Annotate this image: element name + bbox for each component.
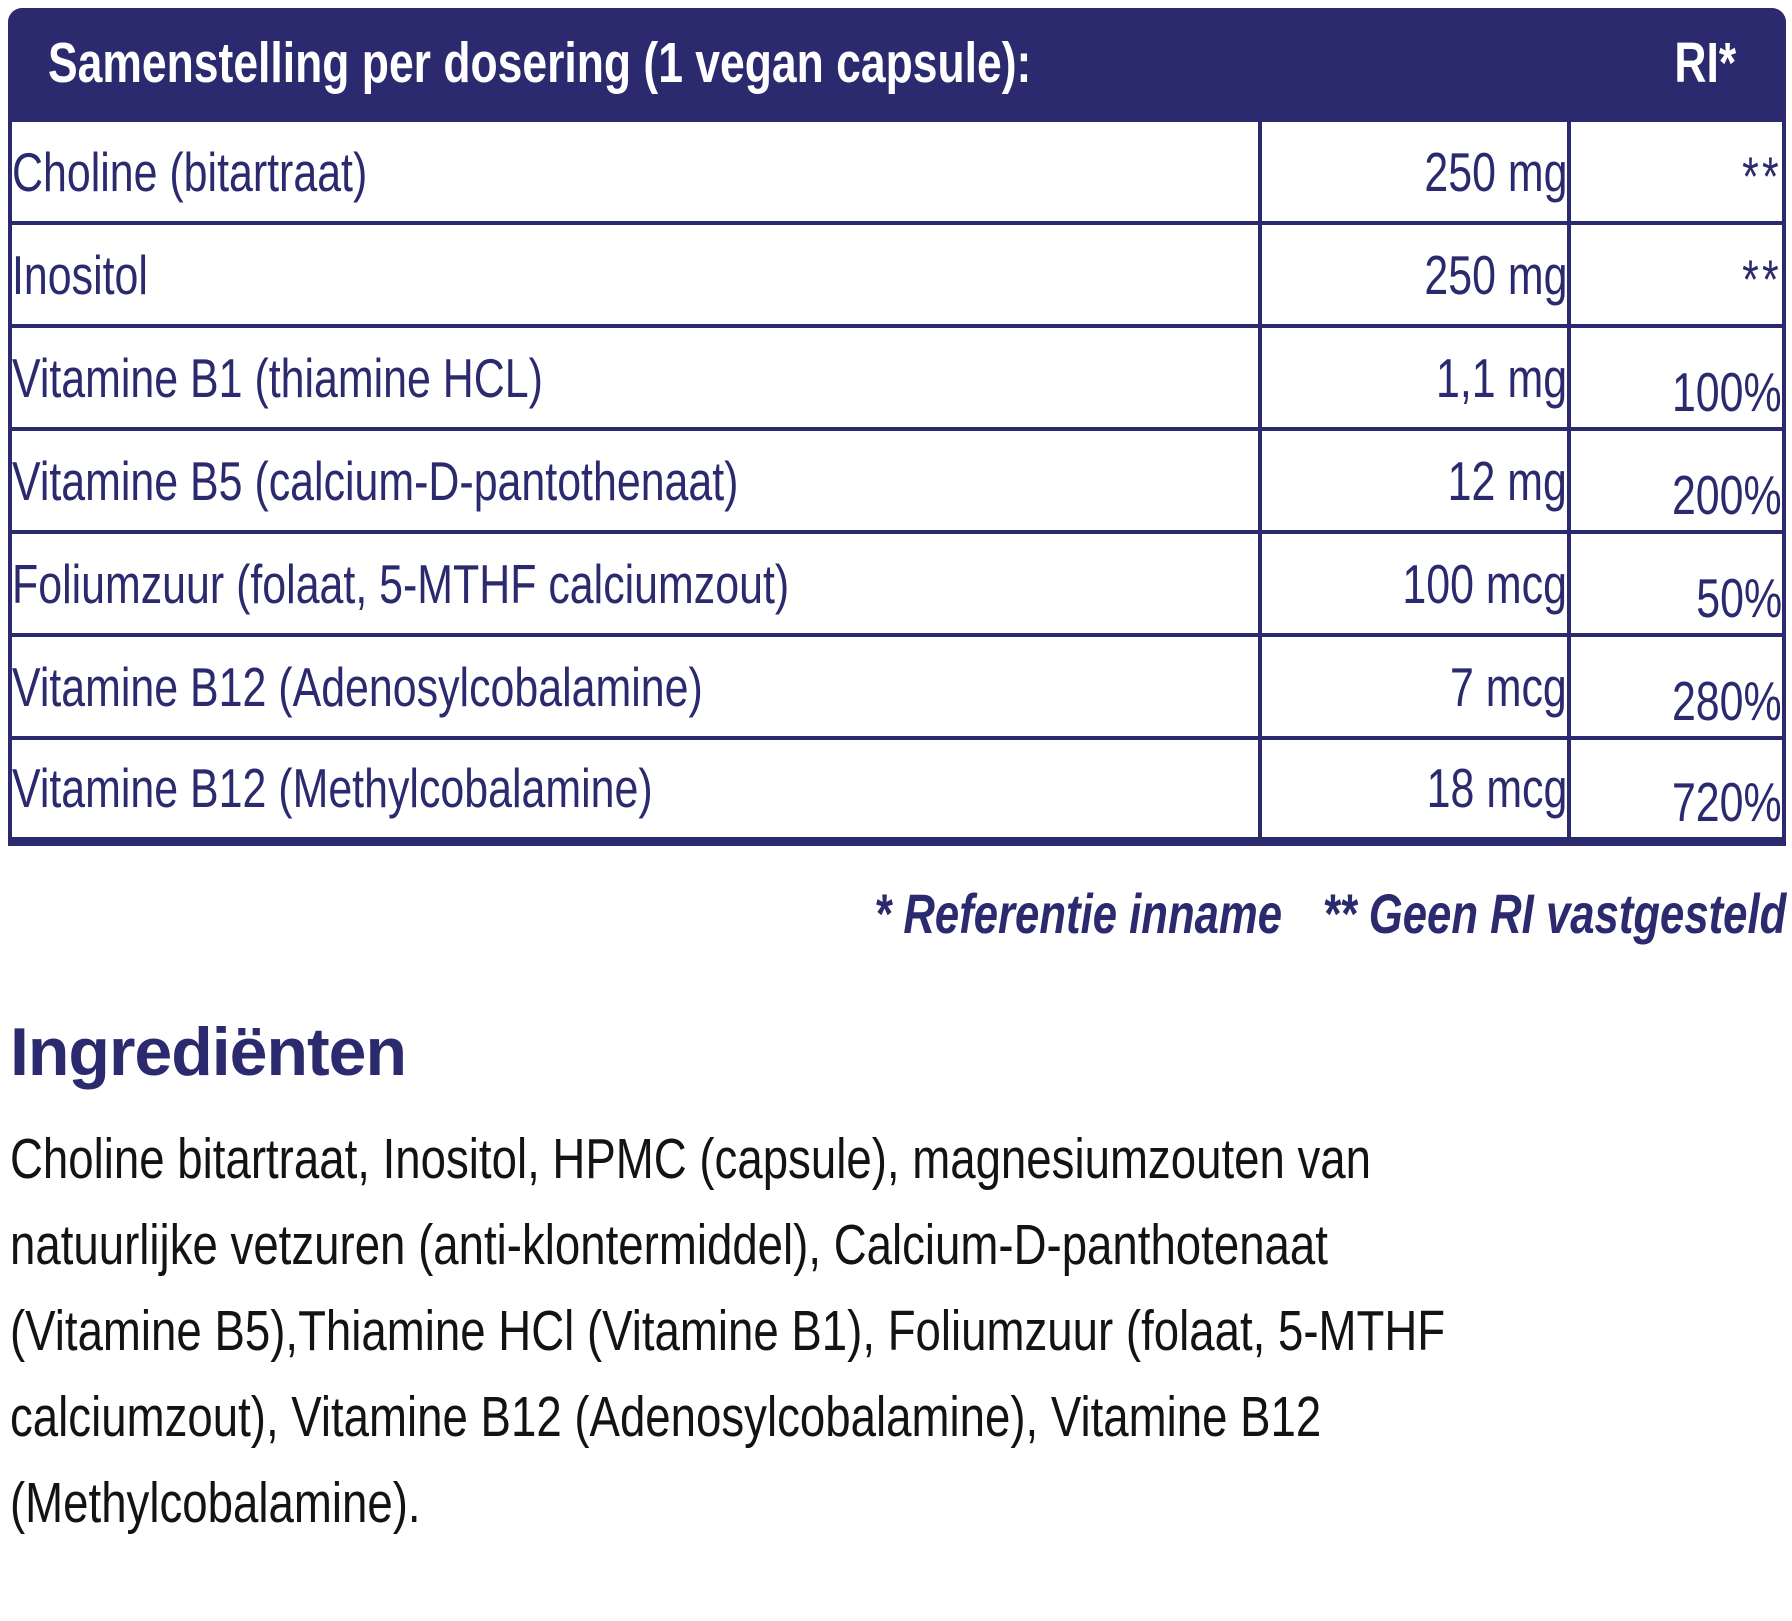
amount-value: 250 mg xyxy=(1423,243,1567,306)
amount-value: 100 mcg xyxy=(1402,552,1567,615)
paragraph-line: Choline bitartraat, Inositol, HPMC (caps… xyxy=(10,1126,1372,1191)
ri-value: 280% xyxy=(1672,669,1782,732)
table-row: Choline (bitartraat) 250 mg ** xyxy=(8,118,1786,225)
label-content: Samenstelling per dosering (1 vegan caps… xyxy=(8,8,1786,1546)
ri-value: ** xyxy=(1742,144,1782,207)
table-row: Inositol 250 mg ** xyxy=(8,221,1786,328)
ingredient-name: Vitamine B1 (thiamine HCL) xyxy=(12,346,543,409)
amount-value: 250 mg xyxy=(1423,140,1567,203)
ingredient-name: Vitamine B5 (calcium-D-pantothenaat) xyxy=(12,449,739,512)
composition-table: Choline (bitartraat) 250 mg ** Inositol … xyxy=(8,118,1786,846)
ri-column-label: RI* xyxy=(1674,31,1736,95)
paragraph-line: calciumzout), Vitamine B12 (Adenosylcoba… xyxy=(10,1384,1322,1449)
ingredients-heading: Ingrediënten xyxy=(10,1013,407,1090)
table-row: Foliumzuur (folaat, 5-MTHF calciumzout) … xyxy=(8,530,1786,637)
table-row: Vitamine B5 (calcium-D-pantothenaat) 12 … xyxy=(8,427,1786,534)
ri-value: 50% xyxy=(1696,566,1782,629)
ri-value: 100% xyxy=(1672,360,1782,423)
amount-value: 12 mg xyxy=(1447,449,1567,512)
ri-value: 200% xyxy=(1672,463,1782,526)
ingredient-name: Vitamine B12 (Methylcobalamine) xyxy=(12,757,653,820)
table-row: Vitamine B1 (thiamine HCL) 1,1 mg 100% xyxy=(8,324,1786,431)
table-row: Vitamine B12 (Adenosylcobalamine) 7 mcg … xyxy=(8,633,1786,740)
ingredient-name: Choline (bitartraat) xyxy=(12,140,368,203)
ingredient-name: Vitamine B12 (Adenosylcobalamine) xyxy=(12,655,703,718)
ri-value: ** xyxy=(1742,247,1782,310)
ingredients-paragraph: Choline bitartraat, Inositol, HPMC (caps… xyxy=(8,1116,1786,1546)
composition-header-bar: Samenstelling per dosering (1 vegan caps… xyxy=(8,8,1786,118)
ri-value: 720% xyxy=(1672,771,1782,834)
paragraph-line: (Methylcobalamine). xyxy=(10,1470,421,1535)
paragraph-line: natuurlijke vetzuren (anti-klontermiddel… xyxy=(10,1212,1328,1277)
ingredient-name: Inositol xyxy=(12,243,148,306)
amount-value: 7 mcg xyxy=(1450,655,1567,718)
amount-value: 18 mcg xyxy=(1426,757,1567,820)
footnote-reference-intake: * Referentie inname xyxy=(873,881,1282,945)
composition-title: Samenstelling per dosering (1 vegan caps… xyxy=(48,31,1032,95)
footnote: * Referentie inname ** Geen RI vastgestel… xyxy=(8,876,1786,952)
ingredient-name: Foliumzuur (folaat, 5-MTHF calciumzout) xyxy=(12,552,790,615)
amount-value: 1,1 mg xyxy=(1435,346,1567,409)
table-row: Vitamine B12 (Methylcobalamine) 18 mcg 7… xyxy=(8,736,1786,843)
footnote-no-ri: ** Geen RI vastgesteld xyxy=(1322,881,1786,945)
paragraph-line: (Vitamine B5),Thiamine HCl (Vitamine B1)… xyxy=(10,1298,1446,1363)
